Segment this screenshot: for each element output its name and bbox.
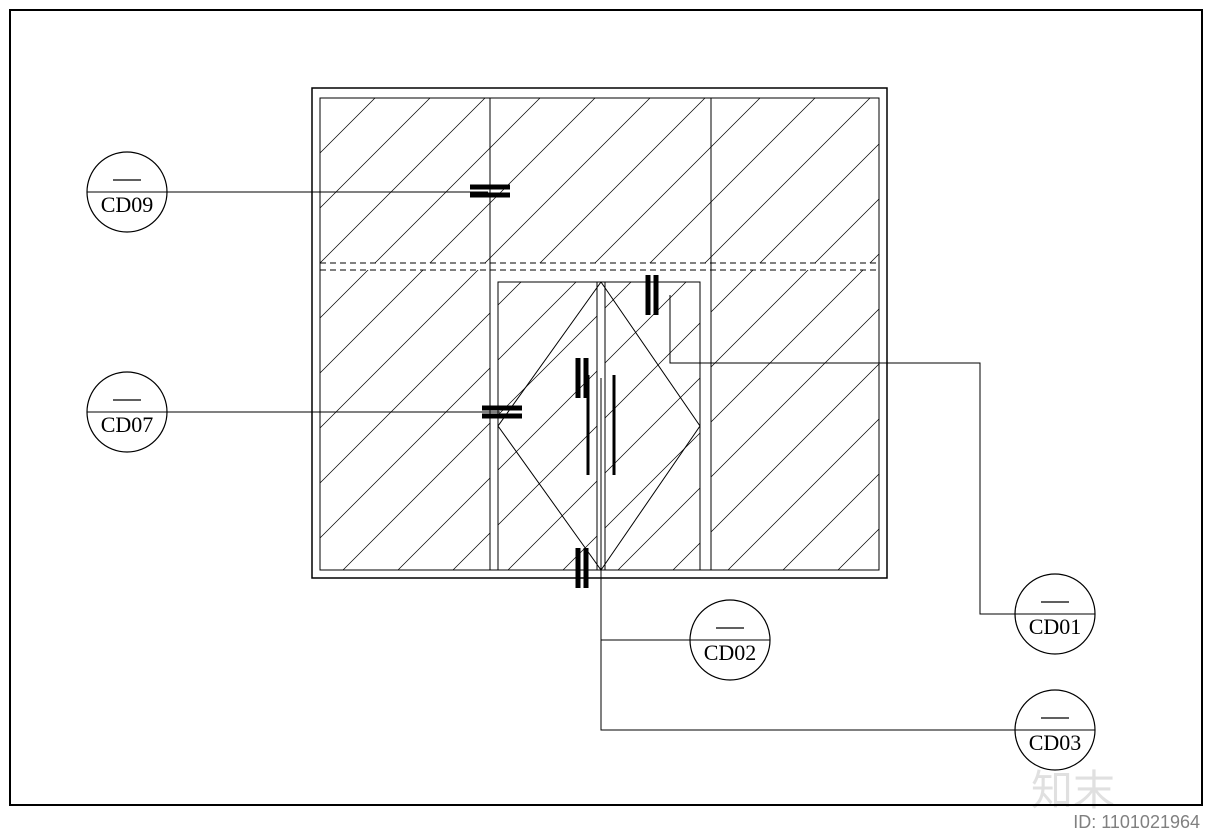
callout-label: CD03 — [1029, 730, 1082, 755]
glass-hatch — [0, 98, 1212, 570]
callout-label: CD07 — [101, 412, 154, 437]
callout-cd09: CD09 — [87, 152, 488, 232]
callouts: CD09 CD07 CD02 CD01 CD03 — [87, 152, 1095, 770]
callout-cd03: CD03 — [601, 378, 1095, 770]
page-border — [10, 10, 1202, 805]
callout-cd07: CD07 — [87, 372, 500, 452]
callout-label: CD01 — [1029, 614, 1082, 639]
callout-label: CD09 — [101, 192, 154, 217]
image-id: ID: 1101021964 — [1073, 812, 1200, 832]
cad-drawing: CD09 CD07 CD02 CD01 CD03 ID: 1101021964知末 — [0, 0, 1212, 840]
door-assembly — [0, 88, 1212, 578]
brand-watermark: 知末 — [1031, 767, 1115, 814]
callout-cd02: CD02 — [601, 568, 770, 680]
callout-label: CD02 — [704, 640, 757, 665]
